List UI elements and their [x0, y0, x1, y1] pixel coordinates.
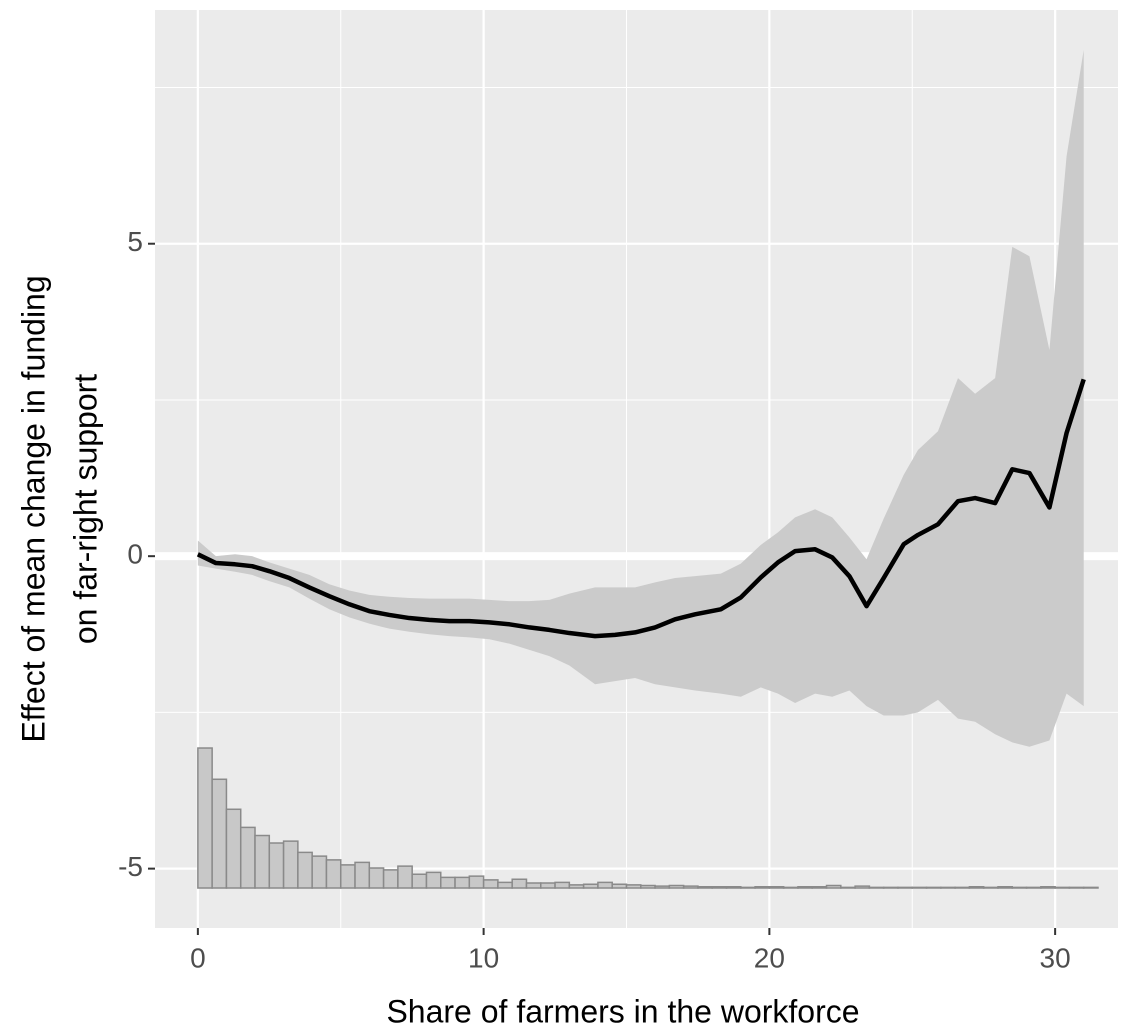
- y-axis-title: on far-right support: [67, 374, 103, 644]
- histogram-bar: [211, 778, 228, 889]
- histogram-bar: [611, 883, 628, 889]
- x-tick-label: 0: [190, 942, 206, 973]
- histogram-bar: [1054, 886, 1071, 889]
- line: [196, 378, 1086, 639]
- histogram-bar: [468, 875, 485, 889]
- y-tick-label: -5: [118, 851, 143, 882]
- histogram-bar: [239, 826, 256, 889]
- histogram-bar: [911, 886, 928, 889]
- histogram-bar: [1025, 886, 1042, 889]
- histogram-bar: [797, 886, 813, 889]
- histogram-bar: [625, 884, 642, 889]
- histogram-bar: [597, 881, 613, 889]
- histogram-bar: [525, 882, 542, 889]
- y-tick-label: 0: [127, 539, 143, 570]
- histogram-bar: [354, 861, 371, 889]
- histogram-bar: [925, 886, 942, 889]
- histogram-bar: [840, 886, 856, 889]
- histogram-bar: [554, 881, 571, 889]
- histogram-bar: [397, 865, 413, 889]
- histogram-bar: [325, 859, 342, 889]
- histogram-bar: [197, 747, 213, 889]
- histogram-bar: [782, 886, 799, 889]
- histogram-bar: [440, 876, 456, 889]
- histogram-bar: [282, 840, 299, 889]
- histogram-bar: [1011, 886, 1028, 889]
- histogram-bar: [982, 886, 999, 889]
- histogram-bar: [311, 855, 328, 889]
- x-tick-label: 20: [754, 942, 785, 973]
- histogram-bar: [754, 886, 771, 889]
- histogram-bar: [339, 864, 356, 889]
- histogram-bar: [668, 884, 685, 889]
- histogram-bar: [640, 884, 656, 889]
- histogram-bar: [268, 842, 285, 889]
- histogram-bar: [711, 886, 728, 889]
- histogram-bar: [582, 883, 599, 889]
- histogram-bar: [768, 886, 785, 889]
- histogram-bar: [1082, 886, 1099, 889]
- histogram-bar: [225, 808, 242, 889]
- histogram-bar: [868, 886, 885, 889]
- histogram-bar: [511, 878, 528, 889]
- histogram-bar: [382, 869, 399, 889]
- y-tick-label: 5: [127, 226, 143, 257]
- y-axis-title: Effect of mean change in funding: [15, 275, 51, 742]
- histogram-bar: [954, 886, 971, 889]
- histogram-bar: [497, 881, 513, 889]
- x-tick-label: 30: [1040, 942, 1071, 973]
- histogram-bar: [882, 886, 899, 889]
- histogram-bar: [725, 886, 742, 889]
- histogram-bar: [811, 886, 828, 889]
- histogram-bar: [697, 886, 713, 889]
- histogram-bar: [540, 882, 556, 889]
- histogram-bar: [425, 871, 442, 889]
- histogram-bar: [1040, 886, 1056, 889]
- histogram-bar: [254, 834, 271, 889]
- histogram-bar: [854, 885, 871, 889]
- histogram-bar: [654, 885, 671, 889]
- x-axis-title: Share of farmers in the workforce: [386, 993, 859, 1029]
- histogram-bar: [940, 886, 956, 889]
- histogram-bar: [825, 884, 842, 889]
- histogram-bar: [411, 873, 428, 889]
- histogram-bar: [740, 886, 756, 889]
- histogram-bar: [897, 886, 914, 889]
- histogram-bar: [297, 851, 313, 889]
- histogram-bar: [682, 885, 699, 889]
- histogram-bar: [968, 886, 985, 889]
- histogram-bar: [454, 876, 471, 889]
- histogram-bar: [368, 867, 385, 889]
- histogram-bar: [568, 884, 585, 889]
- x-tick-label: 10: [468, 942, 499, 973]
- histogram-bar: [1068, 886, 1085, 889]
- histogram-bar: [482, 879, 499, 889]
- histogram-bar: [997, 886, 1014, 889]
- confidence-band: [197, 49, 1084, 747]
